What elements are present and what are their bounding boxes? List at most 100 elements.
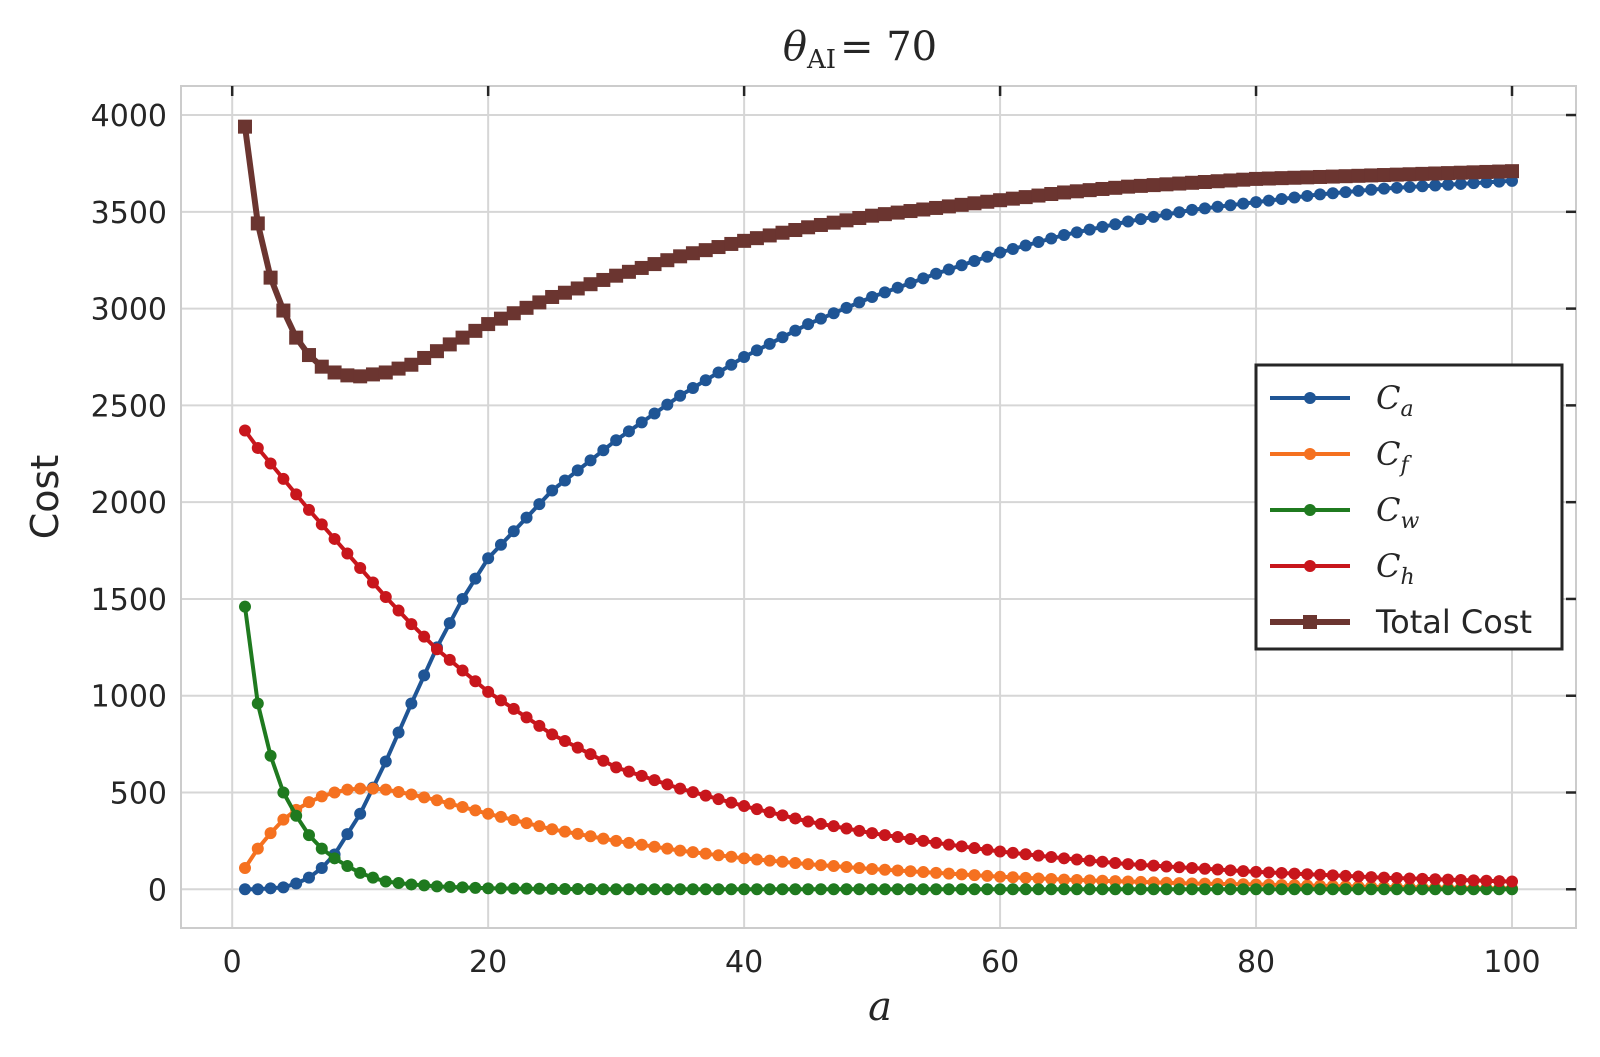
data-point [738,800,751,813]
data-point [276,303,291,318]
data-point [941,199,956,214]
data-point [405,788,418,801]
data-point [1275,883,1288,896]
data-point [379,783,392,796]
data-point [494,538,507,551]
data-point [648,883,661,896]
data-point [584,883,597,896]
data-point [686,883,699,896]
data-point [775,225,790,240]
data-point [1249,171,1264,186]
data-point [1480,883,1493,896]
data-point [392,876,405,889]
data-point [712,883,725,896]
data-point [302,503,315,516]
data-point [1058,883,1071,896]
data-point [968,254,981,267]
data-point [878,286,891,299]
data-point [750,344,763,357]
data-point [1262,883,1275,896]
legend-marker [1304,560,1316,572]
data-point [763,337,776,350]
data-point [712,793,725,806]
legend-marker [1304,504,1316,516]
data-point [1147,859,1160,872]
y-tick-label: 500 [110,777,167,812]
data-point [494,810,507,823]
data-point [1403,872,1416,885]
data-point [1185,175,1200,190]
data-point [635,883,648,896]
data-point [1314,883,1327,896]
data-point [430,643,443,656]
data-point [994,870,1007,883]
data-point [1083,854,1096,867]
legend-item: Total Cost [1270,603,1532,641]
data-point [596,272,611,287]
data-point [456,592,469,605]
data-point [725,850,738,863]
data-point [571,827,584,840]
data-point [1032,236,1045,249]
data-point [1339,883,1352,896]
legend-label-main: C [1376,491,1400,529]
data-point [674,844,687,857]
y-tick-label: 4000 [91,99,167,134]
data-point [506,306,521,321]
data-point [354,807,367,820]
series-c-h [238,424,1519,888]
data-point [443,880,456,893]
data-point [238,600,251,613]
data-point [469,881,482,894]
data-point [1275,867,1288,880]
data-point [634,260,649,275]
data-point [648,840,661,853]
data-point [891,831,904,844]
data-point [865,208,880,223]
data-point [520,511,533,524]
data-point [404,357,419,372]
data-point [1045,850,1058,863]
data-point [1045,883,1058,896]
data-point [967,196,982,211]
data-point [1197,175,1212,190]
data-point [1429,179,1442,192]
data-point [1019,239,1032,252]
data-point [1083,874,1096,887]
data-point [1325,169,1340,184]
data-point [1466,165,1481,180]
data-point [507,525,520,538]
data-point [954,197,969,212]
data-point [1044,187,1059,202]
data-point [1441,166,1456,181]
data-point [981,250,994,263]
x-tick-label: 40 [725,945,763,980]
data-point [443,617,456,630]
data-point [314,359,329,374]
data-point [1352,870,1365,883]
series-line [243,606,1512,892]
data-point [955,868,968,881]
data-point [955,259,968,272]
data-point [878,863,891,876]
data-point [1224,864,1237,877]
data-point [1390,181,1403,194]
data-point [365,367,380,382]
data-point [750,883,763,896]
data-point [814,312,827,325]
data-point [1288,867,1301,880]
data-point [1492,164,1507,179]
data-point [1402,167,1417,182]
data-point [776,883,789,896]
data-point [1018,190,1033,205]
data-point [571,464,584,477]
data-point [661,883,674,896]
data-point [455,330,470,345]
data-point [699,883,712,896]
data-point [878,883,891,896]
data-point [251,697,264,710]
data-point [1122,858,1135,871]
data-point [315,861,328,874]
data-point [1453,165,1468,180]
data-point [277,472,290,485]
